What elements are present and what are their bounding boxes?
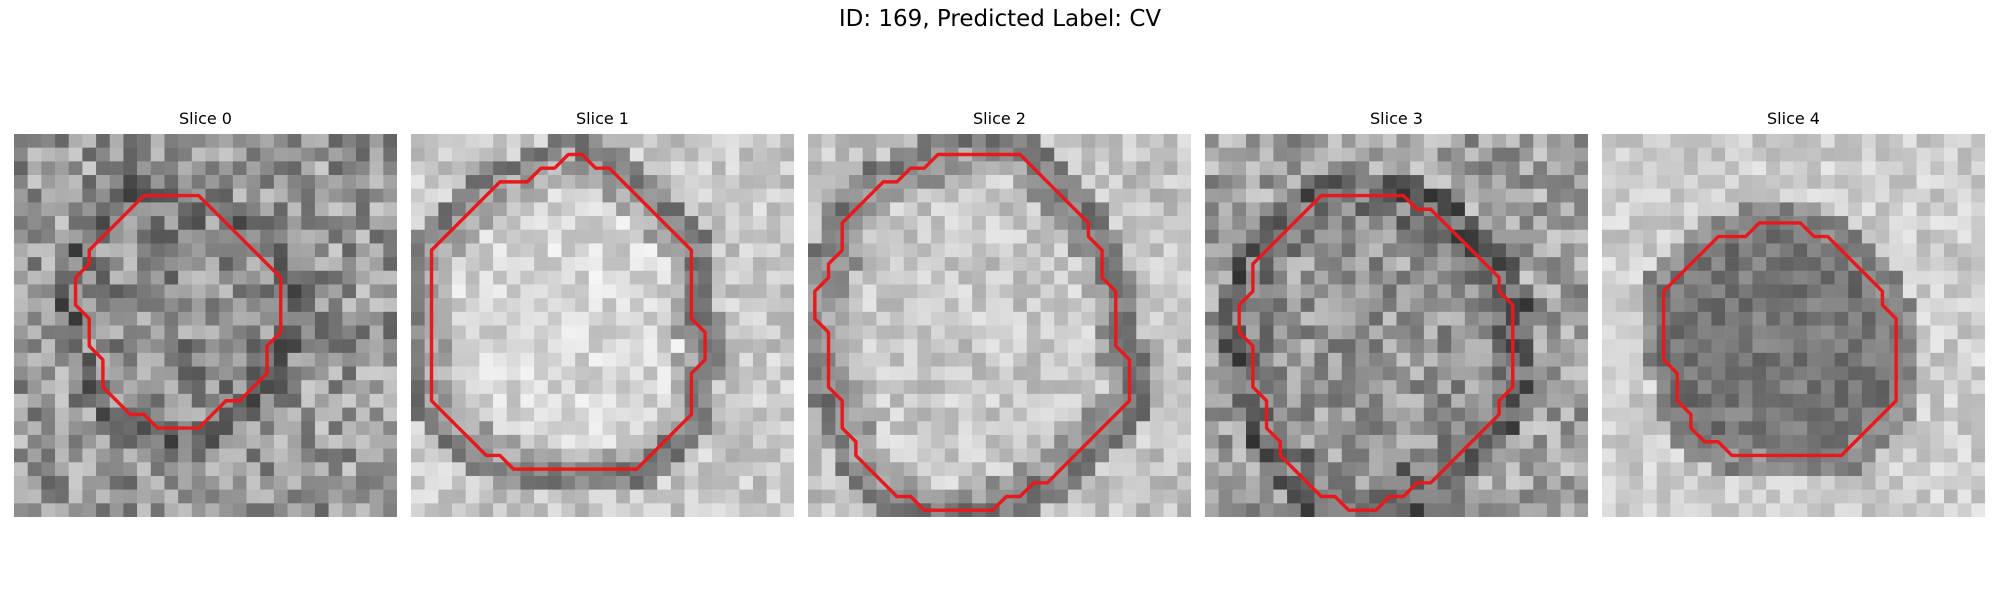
slice-image <box>411 134 794 517</box>
slice-panel-2: Slice 2 <box>808 108 1191 517</box>
red-contour-outline <box>1237 193 1515 512</box>
slice-image <box>808 134 1191 517</box>
red-contour-outline <box>73 193 283 430</box>
slice-image <box>1602 134 1985 517</box>
slice-panel-0: Slice 0 <box>14 108 397 517</box>
slice-title: Slice 1 <box>576 109 629 128</box>
slice-image <box>1205 134 1588 517</box>
grayscale-pixels <box>14 134 397 517</box>
slice-title: Slice 4 <box>1767 109 1820 128</box>
grayscale-pixels <box>411 134 794 517</box>
grayscale-pixels <box>1205 134 1588 517</box>
slice-panel-1: Slice 1 <box>411 108 794 517</box>
figure-title: ID: 169, Predicted Label: CV <box>838 6 1162 32</box>
red-contour-outline <box>1661 221 1898 458</box>
grayscale-pixels <box>1602 134 1985 517</box>
grayscale-pixels <box>808 134 1191 517</box>
slice-panel-4: Slice 4 <box>1602 108 1985 517</box>
slice-title: Slice 0 <box>179 109 232 128</box>
red-contour-outline <box>429 152 707 471</box>
red-contour-outline <box>813 152 1132 512</box>
slice-panel-3: Slice 3 <box>1205 108 1588 517</box>
slice-image <box>14 134 397 517</box>
slice-title: Slice 3 <box>1370 109 1423 128</box>
slice-title: Slice 2 <box>973 109 1026 128</box>
